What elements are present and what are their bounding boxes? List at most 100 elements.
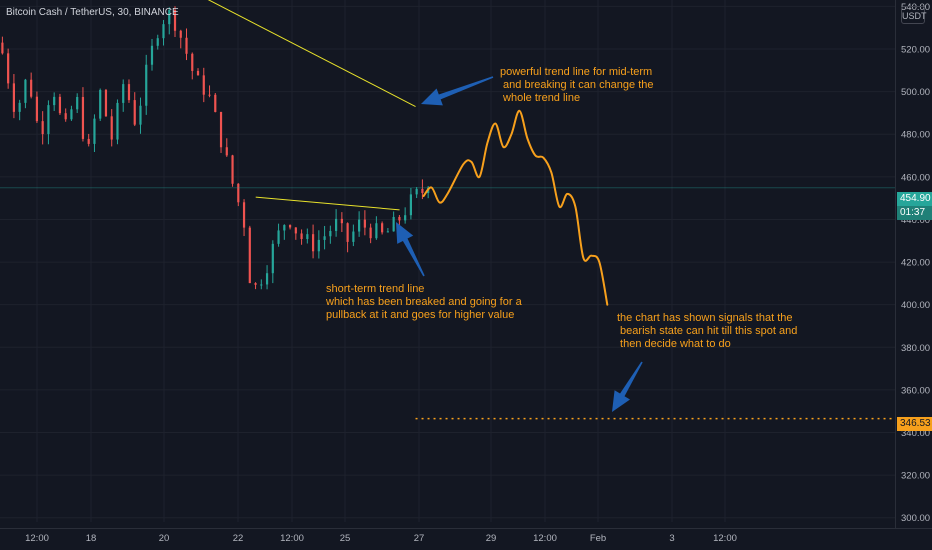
candle-body (12, 83, 16, 112)
candle-body (150, 45, 154, 65)
y-tick-label: 480.00 (901, 130, 930, 141)
candle-body (392, 216, 395, 232)
short-term-trend-line-group (255, 196, 400, 211)
price-axis: 540.00 520.00 500.00 480.00 460.00 440.00 420.… (895, 0, 930, 528)
candle-body (168, 10, 171, 25)
arrows (396, 76, 643, 412)
mid-term-trend-line-group (207, 0, 416, 107)
candle-body (409, 194, 413, 216)
y-tick-label: 340.00 (901, 428, 930, 439)
candle-body (277, 230, 280, 244)
candle-body (162, 24, 165, 39)
candle-body (53, 96, 56, 106)
candle-body (300, 233, 303, 240)
y-tick-label: 420.00 (901, 258, 930, 269)
projection-group (422, 109, 609, 306)
y-tick-label: 500.00 (901, 87, 930, 98)
annotation-mid-term: powerful trend line for mid-term and bre… (500, 66, 654, 104)
candle-body (191, 53, 194, 71)
candle-body (87, 138, 90, 144)
x-tick-label: 20 (159, 533, 170, 544)
candle-body (1, 42, 4, 54)
y-tick-label: 400.00 (901, 300, 930, 311)
x-tick-label: 3 (669, 533, 674, 544)
candle-body (145, 64, 148, 106)
annotation-bearish: the chart has shown signals that the bea… (617, 312, 798, 350)
candle-body (122, 84, 125, 103)
candle-body (7, 53, 10, 84)
candle-body (317, 239, 320, 252)
candle-body (386, 231, 389, 233)
candles (0, 6, 895, 290)
candle-body (196, 70, 200, 76)
candle-body (81, 97, 85, 139)
candle-body (64, 113, 67, 120)
candle-body (18, 102, 21, 112)
candle-body (346, 223, 349, 242)
candle-body (288, 225, 292, 228)
candle-body (93, 118, 96, 144)
candle-body (375, 223, 378, 239)
projection-path (422, 109, 609, 306)
annotation-short-term: short-term trend line which has been bre… (326, 283, 522, 321)
candle-body (179, 30, 182, 38)
candle-body (24, 79, 27, 103)
candle-body (231, 155, 234, 184)
last-price-tag: 454.90 (897, 192, 932, 206)
candle-body (381, 223, 384, 233)
candle-body (133, 100, 136, 125)
x-tick-label: 12:00 (25, 533, 49, 544)
y-tick-label: 460.00 (901, 172, 930, 183)
candle-body (323, 236, 326, 240)
candle-body (369, 227, 372, 239)
candle-body (47, 105, 50, 135)
candle-body (340, 218, 343, 224)
candle-body (139, 105, 142, 125)
x-tick-label: 18 (86, 533, 97, 544)
candle-body (219, 111, 223, 148)
candle-body (254, 283, 257, 285)
arrow-target (612, 361, 643, 412)
short-term-trend-line (255, 196, 400, 211)
candle-body (41, 121, 44, 135)
candle-body (58, 96, 62, 114)
candle-body (352, 231, 355, 242)
target-price-tag: 346.53 (897, 417, 932, 431)
x-tick-label: 25 (340, 533, 351, 544)
y-tick-label: 440.00 (901, 215, 930, 226)
candle-body (271, 243, 274, 274)
candle-body (127, 84, 131, 101)
currency-button[interactable]: USDT (901, 6, 927, 24)
candle-body (30, 79, 33, 97)
candle-body (283, 225, 286, 231)
arrow-mid-term (421, 76, 494, 106)
arrow-short-term (396, 222, 425, 277)
x-tick-label: Feb (590, 533, 606, 544)
candle-body (260, 284, 263, 286)
y-tick-label: 360.00 (901, 385, 930, 396)
candle-body (202, 75, 205, 95)
candle-body (173, 10, 177, 31)
candle-body (421, 188, 424, 194)
candle-body (329, 230, 332, 237)
y-tick-label: 540.00 (901, 2, 930, 13)
candle-body (225, 147, 228, 156)
x-tick-label: 22 (233, 533, 244, 544)
x-tick-label: 12:00 (533, 533, 557, 544)
candle-body (208, 94, 211, 96)
candle-body (306, 234, 309, 240)
y-tick-label: 320.00 (901, 471, 930, 482)
candle-body (70, 109, 73, 120)
candle-body (398, 216, 401, 221)
y-tick-label: 380.00 (901, 343, 930, 354)
candle-body (335, 218, 338, 231)
mid-term-trend-line (207, 0, 416, 107)
candle-body (104, 89, 108, 117)
candle-body (35, 96, 39, 122)
countdown-tag: 01:37 (897, 206, 932, 220)
y-tick-label: 520.00 (901, 45, 930, 56)
candle-body (358, 219, 361, 232)
